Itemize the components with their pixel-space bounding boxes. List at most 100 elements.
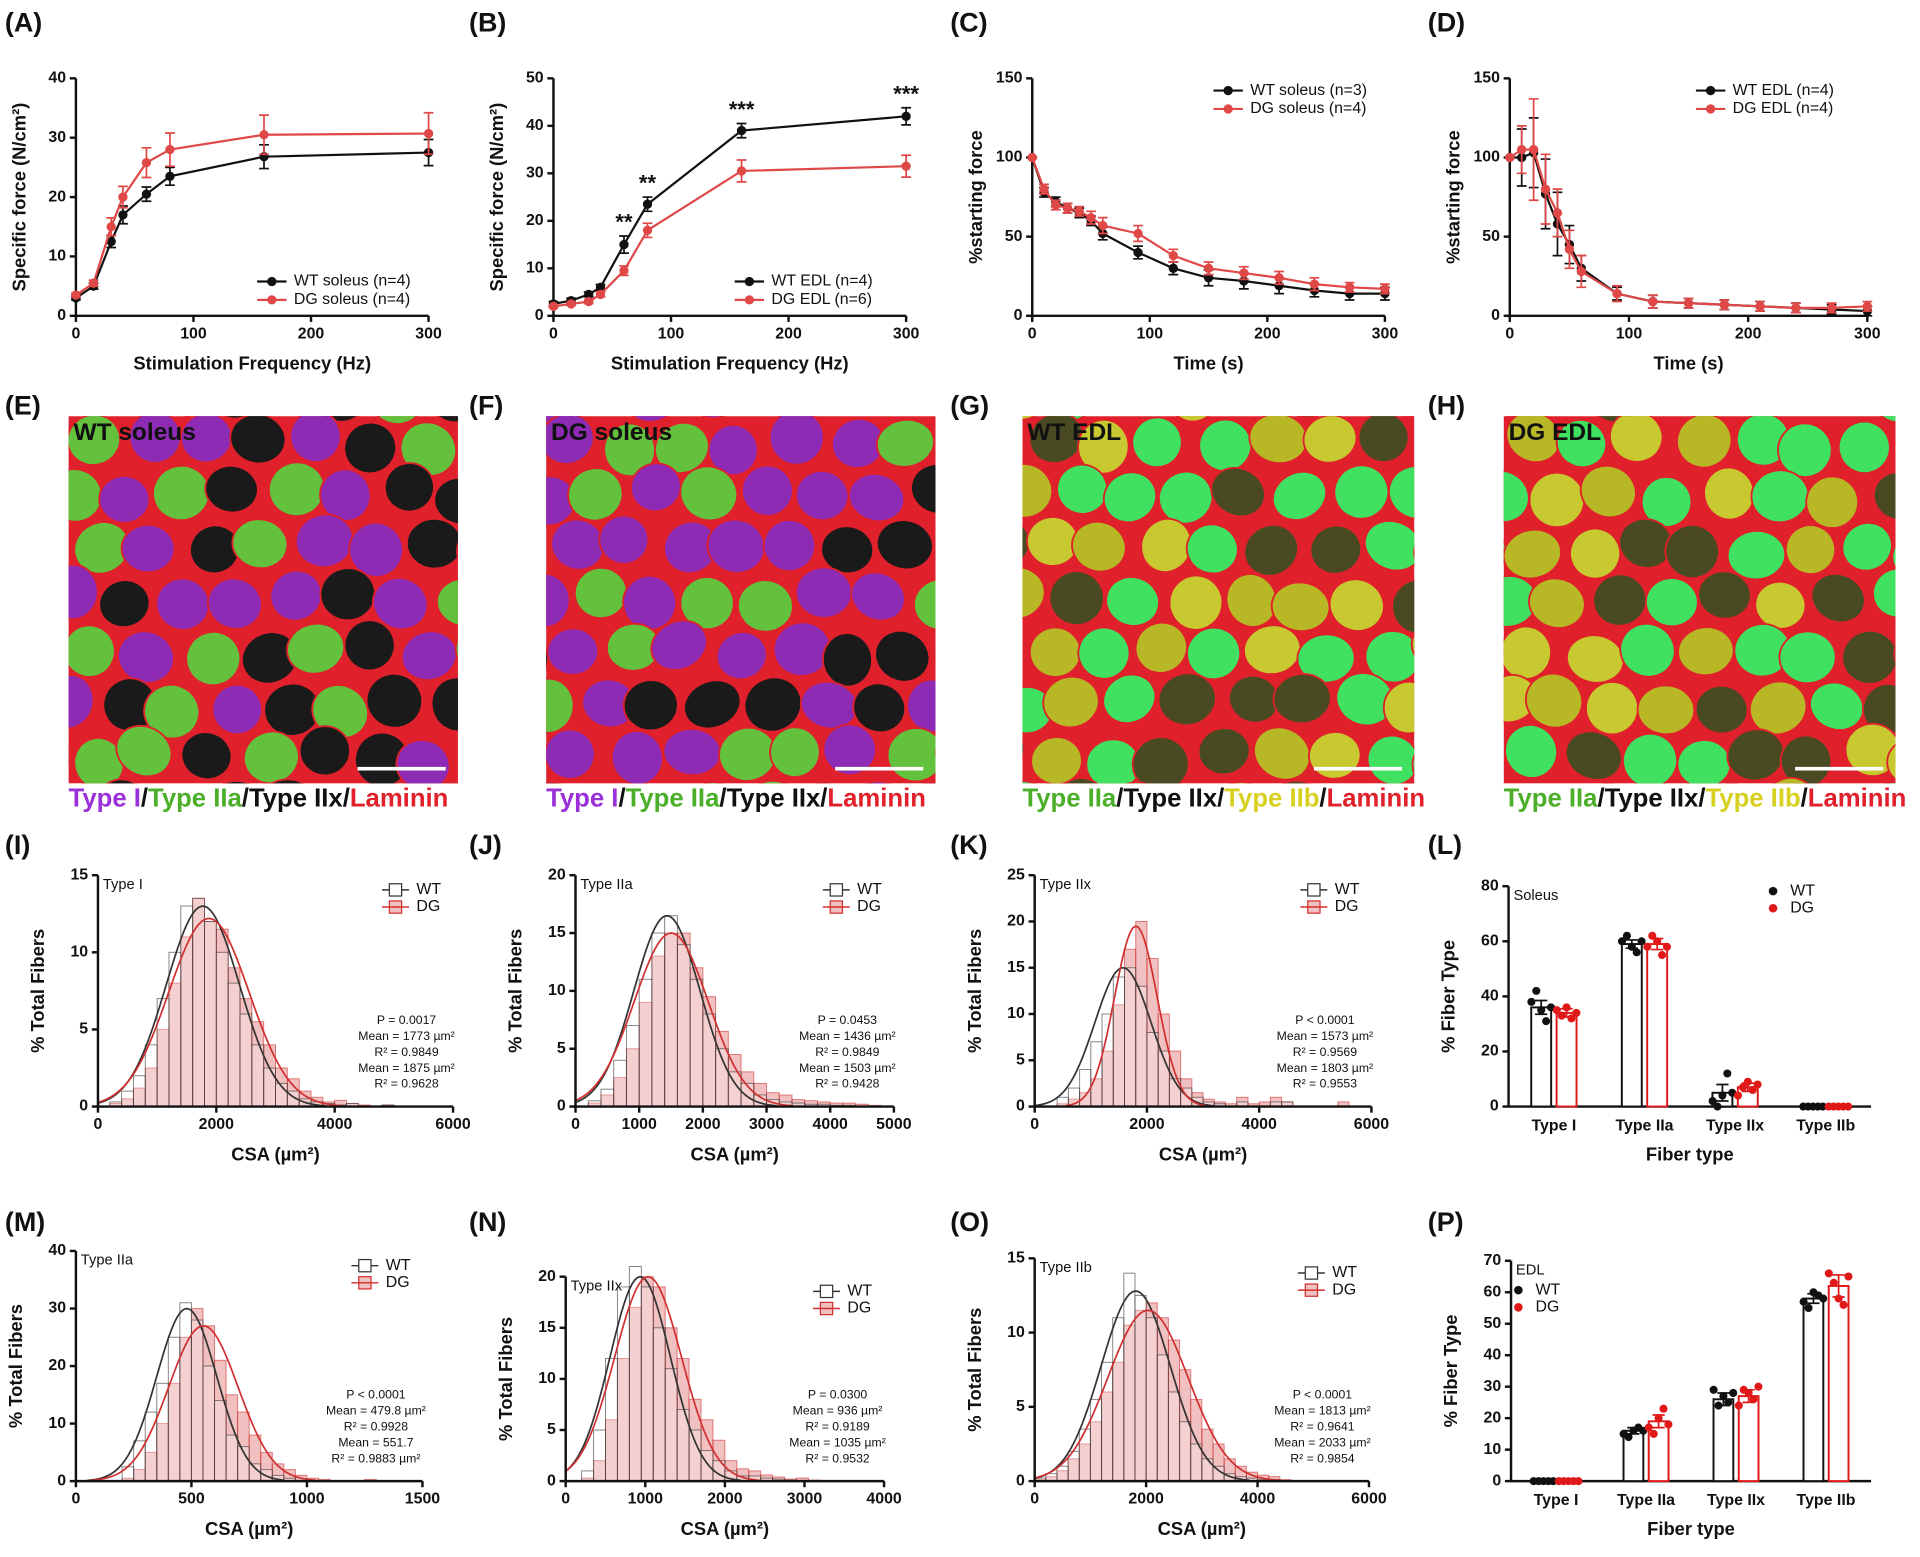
- muscle-fiber: [1592, 573, 1648, 627]
- legend-marker: [1705, 85, 1716, 96]
- muscle-fiber: [546, 627, 600, 676]
- muscle-fiber: [958, 569, 1018, 622]
- x-tick-label: 300: [1854, 325, 1881, 342]
- data-point: [1829, 1278, 1838, 1287]
- x-tick-label: Type I: [1531, 1117, 1576, 1134]
- x-tick-label: 1000: [289, 1491, 325, 1508]
- muscle-fiber: [546, 781, 579, 784]
- annotation: R² = 0.9928: [344, 1419, 408, 1433]
- muscle-fiber: [769, 726, 821, 778]
- muscle-fiber: [952, 622, 1024, 691]
- annotation: Mean = 1773 µm²: [358, 1029, 455, 1043]
- data-point: [1624, 1433, 1633, 1442]
- significance: **: [615, 210, 633, 235]
- histogram-bar: [1134, 1294, 1147, 1482]
- data-point: [1804, 1303, 1813, 1313]
- panel-label: (A): [5, 8, 42, 38]
- data-point: [1552, 1006, 1561, 1015]
- panel-label: (G): [950, 391, 989, 421]
- muscle-fiber: [874, 629, 931, 683]
- panel-label: (K): [950, 830, 987, 860]
- histogram-bar: [600, 1088, 615, 1108]
- muscle-fiber: [629, 462, 682, 513]
- data-point: [1709, 1385, 1718, 1394]
- legend-marker: [267, 295, 277, 305]
- histogram-bar: [628, 1265, 642, 1482]
- data-point: [901, 111, 911, 121]
- muscle-fiber: [1429, 465, 1499, 530]
- histogram-bar: [227, 982, 241, 1108]
- annotation: Mean = 936 µm²: [793, 1404, 883, 1418]
- muscle-fiber: [428, 416, 458, 424]
- muscle-fiber: [1872, 471, 1896, 521]
- annotation: R² = 0.9428: [815, 1077, 879, 1091]
- micrograph: [952, 416, 1503, 784]
- muscle-fiber: [115, 724, 173, 778]
- muscle-fiber: [903, 782, 936, 784]
- x-tick-label: 4000: [1240, 1491, 1276, 1508]
- muscle-fiber: [959, 776, 1024, 832]
- muscle-fiber: [822, 632, 873, 688]
- data-point: [423, 128, 434, 139]
- muscle-fiber: [1102, 673, 1157, 724]
- muscle-fiber: [546, 416, 595, 465]
- caption-part: /Type IIx/: [719, 784, 827, 812]
- panel-label: (H): [1428, 391, 1465, 421]
- y-tick-label: 0: [1016, 1472, 1025, 1489]
- y-tick-label: 100: [996, 149, 1023, 166]
- significance: **: [639, 171, 657, 196]
- y-axis-title: % Total Fibers: [27, 929, 48, 1053]
- data-point: [595, 282, 606, 292]
- x-tick-label: 3000: [749, 1116, 785, 1133]
- y-axis-title: % Total Fibers: [495, 1317, 516, 1441]
- muscle-fiber: [229, 416, 287, 465]
- data-point: [88, 278, 99, 288]
- data-point: [584, 289, 594, 300]
- muscle-fiber: [289, 416, 342, 463]
- muscle-fiber: [1434, 562, 1503, 632]
- y-tick-label: 40: [48, 70, 66, 87]
- data-point: [584, 296, 594, 307]
- muscle-fiber: [1915, 766, 1920, 837]
- annotation: Mean = 551.7: [338, 1435, 413, 1449]
- histogram-bar: [215, 951, 229, 1108]
- histogram-bar: [156, 1382, 169, 1482]
- data-point: [1542, 1017, 1551, 1026]
- muscle-fiber: [1640, 476, 1693, 528]
- data-point: [1818, 1102, 1827, 1111]
- data-point: [1658, 951, 1667, 960]
- muscle-fiber: [1185, 523, 1239, 575]
- y-tick-label: 50: [1005, 228, 1023, 245]
- x-tick-label: 0: [1030, 1491, 1039, 1508]
- legend-label: WT soleus (n=4): [294, 273, 411, 290]
- muscle-fiber: [1213, 781, 1272, 784]
- y-tick-label: 25: [1007, 866, 1025, 883]
- caption-part: Type IIa: [148, 784, 242, 812]
- legend-label: WT: [1332, 1264, 1357, 1281]
- histogram-bar: [593, 1429, 606, 1482]
- y-tick-label: 15: [548, 924, 566, 941]
- data-point: [141, 189, 152, 199]
- data-point: [1753, 1080, 1762, 1089]
- muscle-fiber: [1748, 352, 1811, 412]
- muscle-fiber: [1809, 681, 1865, 731]
- x-axis-title: Fiber type: [1647, 1518, 1735, 1539]
- x-tick-label: 100: [1616, 325, 1643, 342]
- x-tick-label: 6000: [1351, 1491, 1387, 1508]
- muscle-fiber: [1777, 422, 1833, 478]
- histogram-bar: [581, 1470, 595, 1482]
- y-tick-label: 20: [1007, 913, 1025, 930]
- x-tick-label: 2000: [1128, 1491, 1164, 1508]
- histogram-bar: [202, 1365, 216, 1482]
- muscle-fiber: [1267, 779, 1327, 784]
- y-tick-label: 0: [1014, 307, 1023, 324]
- muscle-fiber: [1579, 464, 1637, 519]
- muscle-fiber: [298, 725, 351, 777]
- x-tick-label: 100: [180, 325, 207, 342]
- x-tick-label: 4000: [317, 1116, 353, 1133]
- bar: [1827, 1284, 1850, 1483]
- x-tick-label: 6000: [1354, 1116, 1390, 1133]
- data-point: [1659, 1404, 1668, 1413]
- y-axis-title: % Fiber Type: [1438, 940, 1459, 1053]
- y-tick-label: 0: [57, 1472, 66, 1489]
